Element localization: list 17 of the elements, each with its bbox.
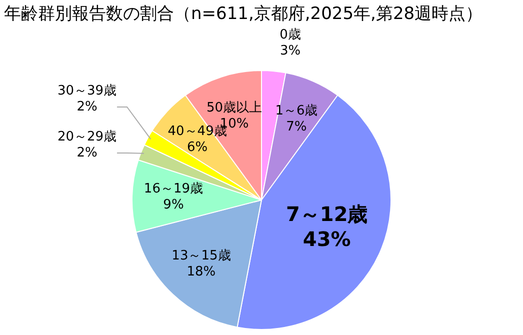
- slice-label: 16～19歳: [144, 182, 204, 197]
- data-label: 2%: [76, 145, 98, 160]
- data-label: 9%: [163, 198, 184, 213]
- slice-label: 0歳: [280, 28, 301, 43]
- slice-label: 13～15歳: [172, 248, 231, 264]
- data-label: 2%: [76, 99, 98, 114]
- data-label: 18%: [186, 264, 216, 280]
- slice-label: 7～12歳: [286, 202, 368, 226]
- data-label: 7%: [286, 120, 307, 135]
- data-label: 6%: [186, 140, 208, 156]
- chart-title: 年齢群別報告数の割合（n=611,京都府,2025年,第28週時点）: [4, 3, 483, 25]
- data-label: 3%: [280, 44, 301, 59]
- slice-label: 50歳以上: [206, 100, 262, 116]
- data-label: 43%: [302, 226, 351, 251]
- slice-label: 1～6歳: [275, 104, 318, 118]
- slice-label: 20～29歳: [57, 129, 117, 144]
- slice-label: 30～39歳: [57, 83, 117, 98]
